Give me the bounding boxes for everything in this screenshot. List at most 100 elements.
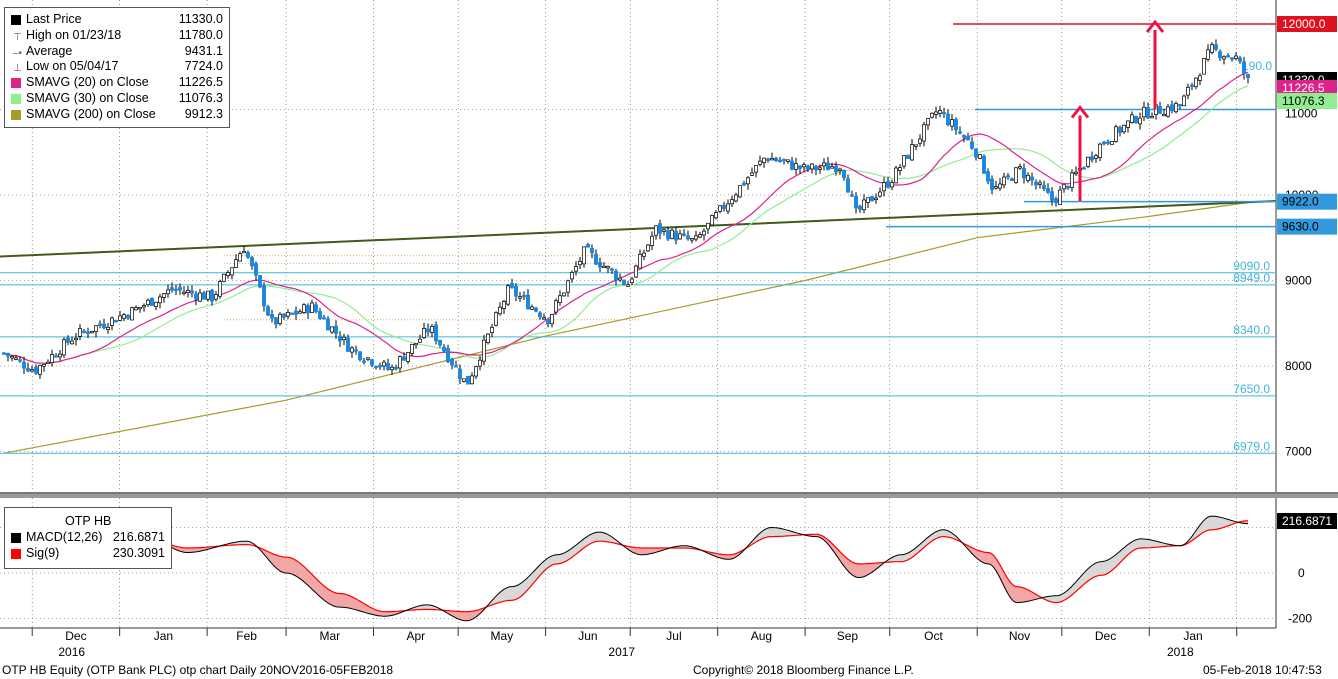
macd-fill [314,576,316,594]
macd-fill [352,596,354,610]
candle-body [318,311,322,319]
legend-item: Last Price 11330.0 [5,12,229,28]
macd-fill [924,538,926,548]
macd-fill [480,608,482,614]
macd-fill [724,554,726,560]
candle-body [510,282,514,288]
macd-fill [1142,538,1144,548]
candle-body [282,313,286,318]
macd-fill [290,557,292,575]
candle-body [774,157,778,162]
macd-fill [386,611,388,617]
candle-body [58,353,62,358]
candle-body [1082,167,1086,170]
candle-body [78,328,82,337]
macd-fill [466,611,468,621]
macd-fill [730,554,732,560]
macd-fill [846,557,848,571]
candle-body [882,182,886,192]
macd-fill [1028,589,1030,602]
candle-body [598,262,602,268]
macd-fill [1034,593,1036,600]
candle-body [26,368,30,372]
candle-body [294,310,298,315]
legend-item: SMAVG (200) on Close 9912.3 [5,107,229,123]
candle-body [106,326,110,330]
candle-body [146,299,150,306]
legend-item: ⊥ Low on 05/04/17 7724.0 [5,59,229,75]
candle-body [454,365,458,368]
macd-fill [510,586,512,601]
candle-body [494,312,498,326]
macd-fill [330,590,332,606]
macd-fill [844,555,846,569]
candle-body [290,312,294,315]
candle-body [1062,184,1066,190]
candle-body [970,141,974,149]
macd-fill [1050,595,1052,603]
candle-body [190,290,194,294]
macd-fill [422,605,424,610]
macd-fill [512,586,514,601]
candle-body [766,158,770,161]
x-month-label: Oct [924,629,943,643]
candle-body [114,319,118,323]
macd-fill [1120,549,1122,563]
candle-body [82,330,86,333]
price-tag [1277,218,1337,235]
macd-fill [592,532,594,543]
candle-body [414,342,418,346]
candle-body [1050,191,1054,201]
macd-fill [990,552,992,566]
macd-fill [286,557,288,574]
candle-body [870,196,874,202]
macd-fill [992,553,994,568]
macd-fill [1100,561,1102,576]
macd-fill [1150,539,1152,548]
candle-body [50,353,54,364]
candle-body [498,306,502,315]
macd-fill [574,545,576,556]
candle-body [446,348,450,363]
candle-body [1142,106,1146,118]
legend-item: ⊤ High on 01/23/18 11780.0 [5,28,229,44]
macd-fill [598,532,600,542]
macd-fill [934,531,936,540]
candle-body [842,170,846,179]
macd-fill [272,553,274,566]
macd-fill [1098,561,1100,576]
legend-item: SMAVG (20) on Close 11226.5 [5,75,229,91]
candle-body [534,307,538,312]
candle-body [994,186,998,189]
candle-body [586,244,590,248]
macd-fill [360,601,362,612]
macd-fill [358,600,360,611]
candle-body [258,275,262,288]
candle-body [490,326,494,334]
macd-fill [344,593,346,608]
candle-body [802,164,806,168]
macd-fill [246,541,248,545]
candle-body [818,167,822,170]
macd-fill [302,564,304,582]
macd-fill [1054,595,1056,603]
macd-fill [496,594,498,604]
macd-fill [380,611,382,617]
candle-body [158,296,162,304]
candle-body [1042,185,1046,190]
candle-body [326,318,330,331]
macd-fill [1194,530,1196,540]
candle-body [782,158,786,162]
macd-fill [910,550,912,559]
macd-fill [1208,516,1210,531]
macd-fill [1126,544,1128,557]
macd-fill [1204,518,1206,533]
candle-body [998,183,1002,189]
macd-fill [1228,519,1230,526]
candle-body [878,191,882,197]
macd-fill [194,547,196,553]
macd-fill [1066,589,1068,600]
candle-body [678,233,682,240]
macd-fill [1004,572,1006,591]
macd-fill [1076,579,1078,592]
